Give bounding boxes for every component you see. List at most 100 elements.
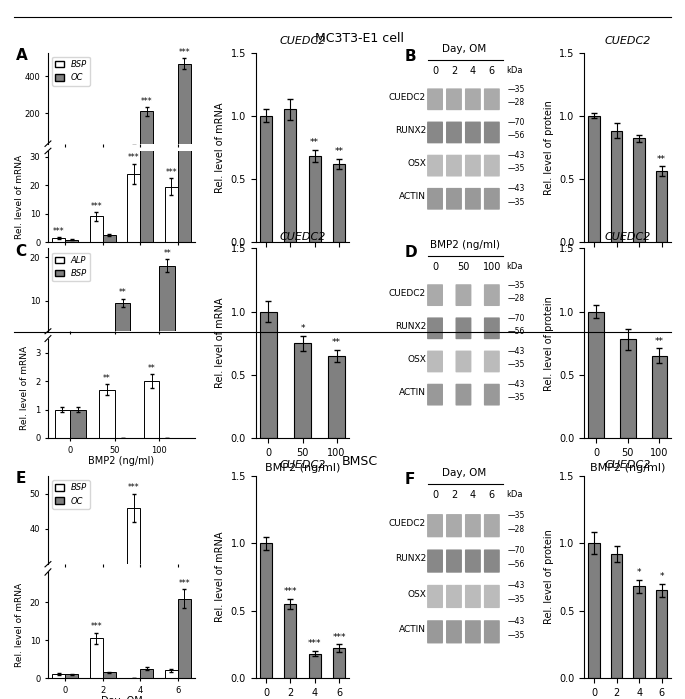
- Bar: [333, 649, 345, 678]
- Text: RUNX2: RUNX2: [395, 322, 426, 331]
- Bar: [65, 675, 78, 678]
- Text: —28: —28: [508, 98, 525, 107]
- Text: kDa: kDa: [507, 66, 523, 75]
- Bar: [165, 670, 178, 678]
- Bar: [140, 0, 153, 242]
- Title: CUEDC2: CUEDC2: [279, 232, 326, 242]
- Text: MC3T3-E1 cell: MC3T3-E1 cell: [315, 32, 404, 45]
- Legend: ALP, BSP: ALP, BSP: [52, 252, 90, 282]
- FancyBboxPatch shape: [484, 514, 500, 538]
- Text: RUNX2: RUNX2: [395, 554, 426, 563]
- X-axis label: Day, OM: Day, OM: [101, 260, 142, 270]
- Text: CUEDC2: CUEDC2: [389, 289, 426, 298]
- Text: 0: 0: [432, 261, 438, 272]
- Bar: [588, 543, 599, 678]
- Bar: [611, 554, 622, 678]
- FancyBboxPatch shape: [446, 154, 462, 177]
- FancyBboxPatch shape: [465, 154, 481, 177]
- Text: **: **: [655, 337, 664, 346]
- Text: —28: —28: [508, 294, 525, 303]
- Text: —56: —56: [508, 327, 525, 336]
- Text: —43: —43: [508, 617, 525, 626]
- Bar: [620, 340, 636, 438]
- Text: kDa: kDa: [507, 490, 523, 499]
- FancyBboxPatch shape: [465, 122, 481, 143]
- FancyBboxPatch shape: [446, 620, 462, 644]
- Text: **: **: [103, 373, 111, 382]
- Y-axis label: Rel. level of mRNA: Rel. level of mRNA: [215, 298, 225, 389]
- Y-axis label: Rel. level of protein: Rel. level of protein: [544, 100, 553, 195]
- Text: —43: —43: [508, 380, 525, 389]
- Bar: [160, 266, 175, 345]
- Bar: [333, 164, 345, 242]
- FancyBboxPatch shape: [427, 585, 443, 608]
- FancyBboxPatch shape: [484, 585, 500, 608]
- Bar: [90, 638, 103, 678]
- Bar: [127, 145, 140, 150]
- Bar: [90, 148, 103, 150]
- Y-axis label: Rel. level of protein: Rel. level of protein: [544, 296, 553, 391]
- FancyBboxPatch shape: [446, 122, 462, 143]
- Bar: [588, 312, 604, 438]
- Text: —70: —70: [508, 118, 525, 127]
- FancyBboxPatch shape: [446, 514, 462, 538]
- Bar: [178, 0, 191, 242]
- Text: ***: ***: [284, 587, 297, 596]
- Bar: [144, 381, 160, 438]
- Text: RUNX2: RUNX2: [395, 126, 426, 135]
- Bar: [178, 64, 191, 150]
- Text: 0: 0: [432, 490, 438, 500]
- Text: 4: 4: [470, 490, 476, 500]
- Y-axis label: Rel. level of protein: Rel. level of protein: [544, 530, 553, 624]
- Text: 50: 50: [458, 261, 470, 272]
- Text: kDa: kDa: [507, 261, 523, 271]
- Bar: [309, 654, 321, 678]
- Bar: [284, 110, 297, 242]
- FancyBboxPatch shape: [427, 514, 443, 538]
- Text: —43: —43: [508, 185, 525, 194]
- FancyBboxPatch shape: [446, 549, 462, 572]
- FancyBboxPatch shape: [446, 188, 462, 210]
- X-axis label: BMP2 (ng/ml): BMP2 (ng/ml): [265, 463, 340, 473]
- Y-axis label: Rel. level of mRNA: Rel. level of mRNA: [15, 154, 24, 238]
- Bar: [178, 598, 191, 678]
- Text: *: *: [637, 568, 641, 577]
- Text: —43: —43: [508, 347, 525, 356]
- Text: —70: —70: [508, 546, 525, 555]
- Text: CUEDC2: CUEDC2: [389, 519, 426, 528]
- FancyBboxPatch shape: [465, 88, 481, 110]
- Bar: [634, 138, 645, 242]
- Title: CUEDC2: CUEDC2: [605, 36, 651, 46]
- Text: 4: 4: [470, 66, 476, 75]
- Legend: BSP, OC: BSP, OC: [52, 57, 90, 85]
- X-axis label: Day, OM: Day, OM: [279, 268, 326, 278]
- Bar: [103, 235, 116, 242]
- Text: —43: —43: [508, 582, 525, 591]
- Text: —28: —28: [508, 525, 525, 534]
- FancyBboxPatch shape: [427, 384, 443, 405]
- FancyBboxPatch shape: [484, 317, 500, 339]
- Bar: [71, 410, 86, 438]
- Y-axis label: Rel. level of mRNA: Rel. level of mRNA: [15, 583, 24, 667]
- Y-axis label: Rel. level of mRNA: Rel. level of mRNA: [215, 102, 225, 193]
- Text: ***: ***: [308, 640, 321, 649]
- Text: —43: —43: [508, 151, 525, 160]
- Text: 0: 0: [432, 66, 438, 75]
- FancyBboxPatch shape: [456, 284, 471, 306]
- Bar: [140, 111, 153, 150]
- Text: E: E: [16, 471, 26, 487]
- Bar: [115, 303, 130, 345]
- Bar: [656, 171, 667, 242]
- Text: F: F: [404, 472, 414, 487]
- Text: —35: —35: [508, 198, 525, 207]
- Bar: [103, 672, 116, 678]
- Y-axis label: Rel. level of mRNA: Rel. level of mRNA: [21, 346, 29, 431]
- FancyBboxPatch shape: [484, 88, 500, 110]
- Text: ***: ***: [179, 48, 190, 57]
- Text: 2: 2: [451, 490, 457, 500]
- Text: Day, OM: Day, OM: [443, 45, 487, 55]
- Text: B: B: [404, 49, 416, 64]
- Text: BMP2 (ng/ml): BMP2 (ng/ml): [429, 240, 499, 250]
- Bar: [284, 604, 297, 678]
- Bar: [309, 156, 321, 242]
